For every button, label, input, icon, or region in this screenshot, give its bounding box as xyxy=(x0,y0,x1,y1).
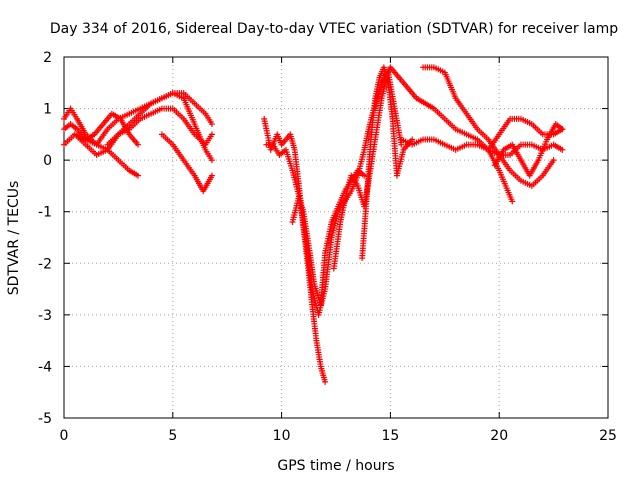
x-tick-label: 10 xyxy=(273,428,291,444)
data-point xyxy=(322,378,329,385)
y-tick-label: -1 xyxy=(38,205,52,221)
x-tick-label: 0 xyxy=(60,428,69,444)
series-arc-11 xyxy=(359,64,416,262)
y-tick-label: -5 xyxy=(38,411,52,427)
y-tick-label: -4 xyxy=(38,359,52,375)
y-tick-label: 1 xyxy=(43,102,52,118)
x-tick-label: 15 xyxy=(381,428,399,444)
y-tick-labels: -5 -4 -3 -2 -1 0 1 2 xyxy=(38,50,52,427)
series-arc-12 xyxy=(372,64,566,158)
x-tick-label: 20 xyxy=(490,428,508,444)
series-arc-6 xyxy=(158,131,215,195)
data-point xyxy=(550,157,557,164)
x-tick-label: 25 xyxy=(599,428,617,444)
x-tick-labels: 0 5 10 15 20 25 xyxy=(60,428,617,444)
series-arc-9 xyxy=(289,167,368,308)
y-tick-label: -2 xyxy=(38,256,52,272)
data-point xyxy=(361,172,368,179)
data-point xyxy=(134,141,141,148)
data-point xyxy=(208,131,215,138)
series-arc-10 xyxy=(330,69,405,272)
data-point xyxy=(208,172,215,179)
data-markers xyxy=(61,64,566,385)
axis-ticks xyxy=(63,56,609,419)
series-arc-4 xyxy=(71,90,215,164)
data-point xyxy=(134,172,141,179)
data-point xyxy=(398,141,405,148)
series-arc-7 xyxy=(261,115,329,385)
series-arc-13 xyxy=(420,64,557,189)
y-tick-label: 0 xyxy=(43,153,52,169)
plot-frame xyxy=(63,56,609,419)
data-point xyxy=(409,136,416,143)
chart-title: Day 334 of 2016, Sidereal Day-to-day VTE… xyxy=(50,21,618,37)
data-point xyxy=(559,126,566,133)
y-tick-label: -3 xyxy=(38,308,52,324)
series-arc-14 xyxy=(398,136,516,205)
x-axis-label: GPS time / hours xyxy=(277,458,394,474)
y-axis-label: SDTVAR / TECUs xyxy=(6,181,22,296)
series-arc-2 xyxy=(61,110,141,148)
data-point xyxy=(509,198,516,205)
x-tick-label: 5 xyxy=(168,428,177,444)
y-tick-label: 2 xyxy=(43,50,52,66)
series-arc-5 xyxy=(104,105,215,148)
series-arc-16 xyxy=(491,121,566,179)
data-point xyxy=(208,157,215,164)
data-point xyxy=(208,121,215,128)
data-point xyxy=(559,146,566,153)
